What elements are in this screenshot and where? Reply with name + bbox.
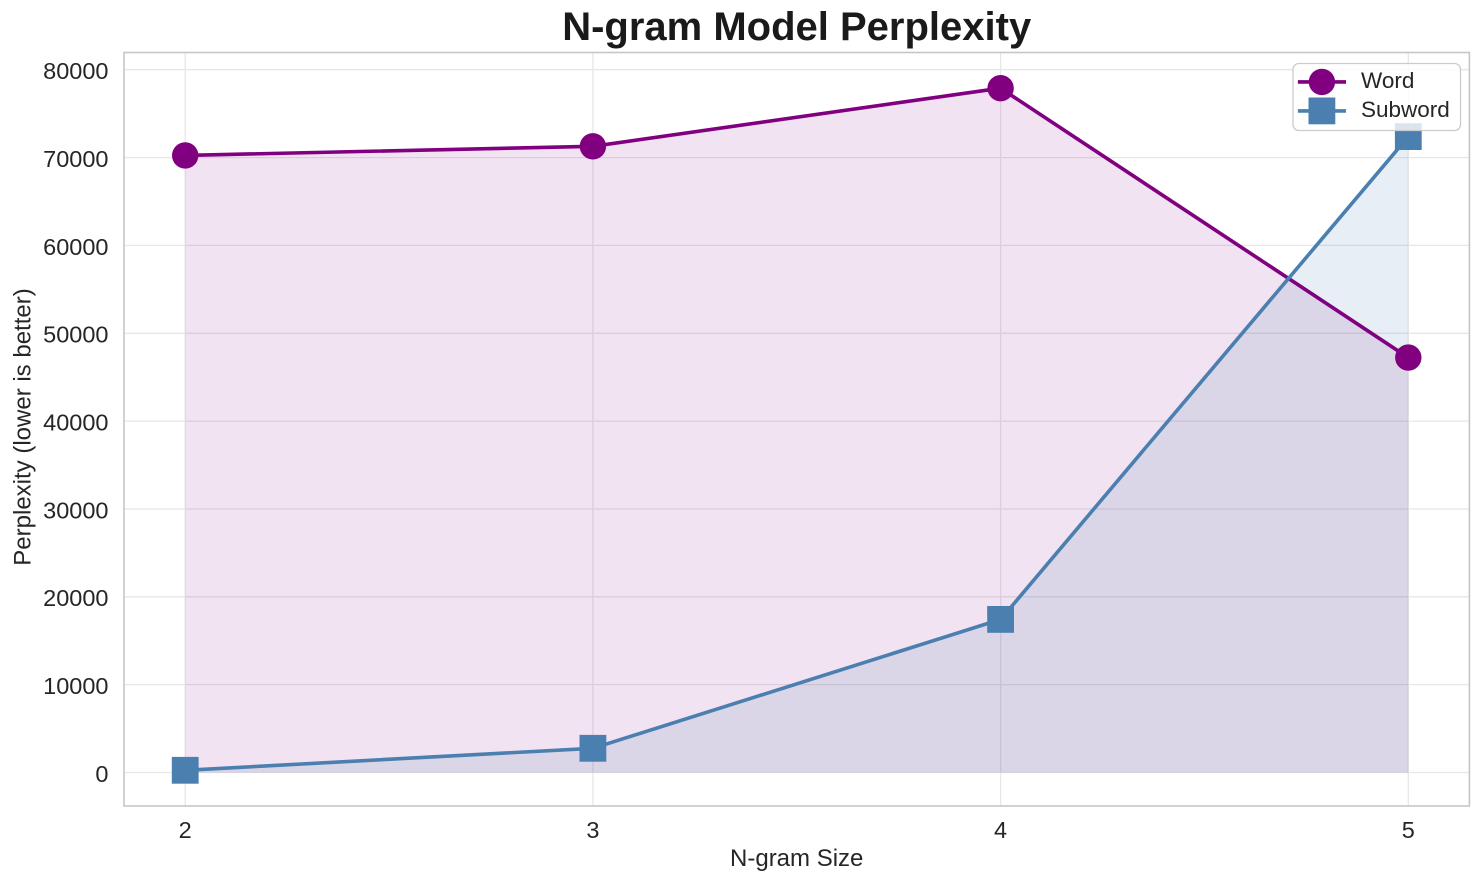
- svg-text:20000: 20000: [43, 585, 108, 611]
- svg-text:60000: 60000: [43, 234, 108, 260]
- svg-text:N-gram Size: N-gram Size: [730, 845, 863, 872]
- svg-text:Subword: Subword: [1361, 97, 1450, 122]
- svg-text:2: 2: [179, 817, 192, 843]
- svg-text:0: 0: [95, 761, 108, 787]
- svg-text:Word: Word: [1361, 68, 1414, 93]
- svg-text:5: 5: [1402, 817, 1415, 843]
- svg-text:50000: 50000: [43, 322, 108, 348]
- svg-text:Perplexity (lower is better): Perplexity (lower is better): [10, 288, 37, 565]
- svg-text:80000: 80000: [43, 58, 108, 84]
- svg-text:10000: 10000: [43, 673, 108, 699]
- svg-text:3: 3: [586, 817, 599, 843]
- svg-text:4: 4: [994, 817, 1007, 843]
- svg-text:70000: 70000: [43, 146, 108, 172]
- svg-text:N-gram Model Perplexity: N-gram Model Perplexity: [562, 5, 1032, 49]
- svg-text:40000: 40000: [43, 410, 108, 436]
- svg-text:30000: 30000: [43, 497, 108, 523]
